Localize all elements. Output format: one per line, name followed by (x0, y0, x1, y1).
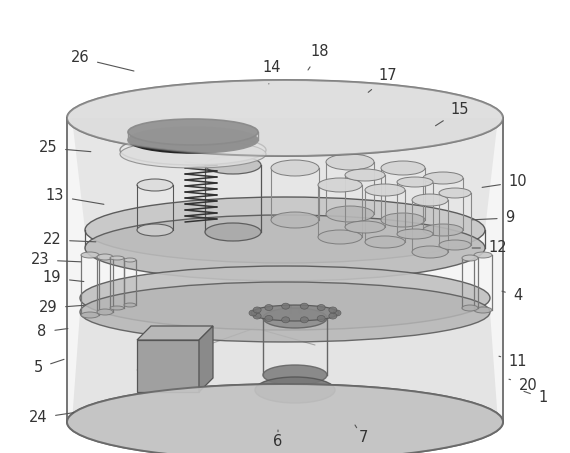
Ellipse shape (439, 240, 471, 250)
Ellipse shape (120, 135, 266, 165)
Text: 1: 1 (524, 390, 548, 405)
Polygon shape (72, 118, 498, 230)
Polygon shape (72, 312, 498, 422)
Ellipse shape (124, 303, 136, 307)
Ellipse shape (300, 317, 308, 323)
Text: 11: 11 (499, 355, 527, 370)
Ellipse shape (205, 156, 261, 174)
Ellipse shape (124, 258, 136, 262)
Ellipse shape (326, 206, 374, 222)
Ellipse shape (110, 256, 124, 260)
Ellipse shape (110, 306, 124, 310)
Ellipse shape (67, 384, 503, 453)
Ellipse shape (81, 312, 99, 318)
Polygon shape (199, 326, 213, 392)
Text: 19: 19 (43, 270, 84, 285)
Ellipse shape (271, 212, 319, 228)
Ellipse shape (345, 221, 385, 233)
Ellipse shape (474, 307, 492, 313)
Ellipse shape (329, 307, 337, 313)
Ellipse shape (80, 266, 490, 330)
Text: 25: 25 (39, 140, 91, 155)
Ellipse shape (128, 127, 258, 153)
Ellipse shape (381, 213, 425, 227)
Ellipse shape (253, 313, 261, 319)
Ellipse shape (128, 119, 258, 145)
Ellipse shape (282, 303, 290, 309)
Ellipse shape (317, 304, 325, 310)
Ellipse shape (462, 255, 478, 261)
Ellipse shape (67, 384, 503, 453)
Ellipse shape (397, 229, 433, 239)
Ellipse shape (318, 178, 362, 192)
Text: 18: 18 (308, 44, 329, 70)
Ellipse shape (265, 304, 273, 310)
Text: 6: 6 (274, 430, 283, 449)
Ellipse shape (97, 254, 113, 260)
Ellipse shape (317, 315, 325, 322)
Text: 14: 14 (263, 61, 281, 84)
Ellipse shape (85, 215, 485, 281)
Ellipse shape (81, 252, 99, 258)
Ellipse shape (255, 377, 335, 403)
Text: 9: 9 (472, 211, 515, 226)
Ellipse shape (365, 184, 405, 196)
Ellipse shape (412, 246, 448, 258)
Text: 10: 10 (482, 174, 527, 189)
Ellipse shape (205, 223, 261, 241)
Ellipse shape (97, 309, 113, 315)
Text: 13: 13 (46, 188, 104, 204)
Ellipse shape (249, 310, 257, 316)
Bar (137, 340, 199, 392)
Ellipse shape (253, 307, 261, 313)
Text: 29: 29 (39, 300, 84, 315)
Ellipse shape (365, 236, 405, 248)
Ellipse shape (120, 140, 266, 168)
Text: 12: 12 (472, 241, 507, 255)
Text: 22: 22 (43, 232, 96, 247)
Ellipse shape (326, 154, 374, 170)
Ellipse shape (345, 169, 385, 181)
Ellipse shape (329, 313, 337, 319)
Ellipse shape (271, 160, 319, 176)
Text: 23: 23 (31, 252, 81, 268)
Ellipse shape (265, 315, 273, 322)
Ellipse shape (474, 252, 492, 258)
Polygon shape (137, 326, 213, 340)
Ellipse shape (67, 80, 503, 156)
Text: 4: 4 (502, 289, 523, 304)
Polygon shape (67, 118, 503, 422)
Ellipse shape (300, 303, 308, 309)
Ellipse shape (85, 197, 485, 263)
Ellipse shape (263, 365, 327, 385)
Text: 8: 8 (38, 324, 68, 339)
Ellipse shape (318, 230, 362, 244)
Text: 17: 17 (368, 68, 397, 92)
Text: 5: 5 (34, 359, 64, 376)
Ellipse shape (439, 188, 471, 198)
Ellipse shape (137, 224, 173, 236)
Text: 7: 7 (355, 425, 368, 445)
Ellipse shape (263, 308, 327, 328)
Ellipse shape (67, 80, 503, 156)
Ellipse shape (423, 172, 463, 184)
Ellipse shape (397, 177, 433, 187)
Ellipse shape (462, 305, 478, 311)
Text: 26: 26 (71, 50, 134, 71)
Ellipse shape (282, 317, 290, 323)
Ellipse shape (381, 161, 425, 175)
Text: 20: 20 (509, 377, 538, 392)
Ellipse shape (412, 194, 448, 206)
Ellipse shape (80, 282, 490, 342)
Ellipse shape (137, 179, 173, 191)
Ellipse shape (251, 305, 339, 321)
Ellipse shape (423, 224, 463, 236)
Ellipse shape (333, 310, 341, 316)
Text: 15: 15 (435, 102, 469, 126)
Text: 24: 24 (28, 410, 74, 425)
